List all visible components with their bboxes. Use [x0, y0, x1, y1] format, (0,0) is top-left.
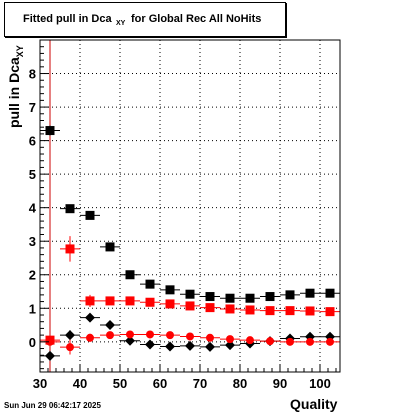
data-point-square	[325, 307, 335, 317]
y-tick-label: 5	[29, 167, 36, 182]
data-point-diamond	[125, 335, 135, 346]
data-point-square	[125, 296, 135, 306]
data-point-square	[65, 244, 75, 254]
y-tick-label: 3	[29, 234, 36, 249]
chart-title-rest: for Global Rec All NoHits	[131, 13, 262, 25]
data-point-square	[285, 290, 295, 300]
y-axis-label-main: pull in Dca	[6, 57, 22, 128]
data-point-circle	[206, 333, 214, 342]
data-point-square	[205, 292, 215, 302]
data-point-square	[105, 296, 115, 306]
x-tick-label: 70	[193, 376, 207, 391]
data-point-circle	[106, 331, 114, 340]
data-point-circle	[306, 337, 314, 346]
data-point-circle	[326, 337, 334, 346]
data-point-square	[165, 285, 175, 295]
data-series	[40, 330, 340, 355]
data-point-circle	[66, 343, 74, 352]
data-point-square	[325, 288, 335, 298]
y-tick-label: 7	[29, 100, 36, 115]
data-point-circle	[126, 330, 134, 339]
y-tick-label: 8	[29, 67, 36, 82]
data-point-square	[85, 210, 95, 220]
data-point-square	[105, 242, 115, 252]
data-point-square	[145, 297, 155, 307]
data-point-square	[285, 306, 295, 316]
data-point-circle	[186, 332, 194, 341]
data-point-circle	[46, 337, 54, 346]
data-point-circle	[166, 331, 174, 340]
data-point-square	[85, 296, 95, 306]
data-point-square	[205, 303, 215, 313]
data-point-diamond	[225, 340, 235, 351]
x-tick-label: 90	[273, 376, 287, 391]
data-point-square	[265, 306, 275, 316]
data-point-diamond	[205, 341, 215, 352]
y-tick-label: 2	[29, 268, 36, 283]
grid-lines	[39, 40, 340, 372]
y-tick-label: 1	[29, 301, 36, 316]
data-point-circle	[246, 336, 254, 345]
data-point-square	[265, 292, 275, 302]
data-points	[40, 125, 340, 361]
data-point-diamond	[105, 320, 115, 331]
data-point-square	[245, 305, 255, 315]
data-point-square	[145, 279, 155, 289]
data-point-square	[65, 204, 75, 214]
tick-labels: 30 40 50 60 70 80 90 100 0 1 2 3 4 5 6 7 8	[29, 67, 331, 391]
chart-title-main: Fitted pull in Dca	[23, 13, 112, 25]
data-point-diamond	[45, 350, 55, 361]
x-axis-label: Quality	[290, 396, 338, 412]
data-point-circle	[86, 333, 94, 342]
data-point-square	[165, 299, 175, 309]
chart-title-box: Fitted pull in Dca XY for Global Rec All…	[4, 2, 286, 37]
data-point-diamond	[145, 339, 155, 350]
data-point-circle	[226, 335, 234, 344]
x-tick-label: 30	[33, 376, 47, 391]
data-point-circle	[286, 337, 294, 346]
datestamp: Sun Jun 29 06:42:17 2025	[4, 401, 101, 410]
x-tick-label: 40	[73, 376, 87, 391]
data-point-square	[305, 288, 315, 298]
data-point-diamond	[65, 330, 75, 341]
x-tick-label: 60	[153, 376, 167, 391]
x-tick-label: 80	[233, 376, 247, 391]
data-point-square	[225, 293, 235, 303]
y-axis-label-subscript: XY	[15, 45, 25, 58]
data-point-square	[225, 304, 235, 314]
data-point-diamond	[185, 340, 195, 351]
data-point-square	[305, 306, 315, 316]
x-tick-label: 100	[309, 376, 331, 391]
data-point-diamond	[165, 341, 175, 352]
y-tick-label: 0	[29, 335, 36, 350]
data-point-square	[185, 289, 195, 299]
data-series	[40, 236, 340, 345]
data-point-circle	[146, 330, 154, 339]
data-series	[40, 125, 340, 303]
y-axis-label: pull in DcaXY	[6, 45, 25, 128]
data-point-square	[245, 293, 255, 303]
x-tick-label: 50	[113, 376, 127, 391]
plot-frame	[39, 39, 341, 373]
y-tick-label: 4	[29, 201, 37, 216]
data-point-diamond	[85, 312, 95, 323]
data-point-circle	[266, 337, 274, 346]
data-point-square	[185, 301, 195, 311]
data-point-square	[45, 126, 55, 136]
axis-ticks	[39, 46, 337, 372]
y-tick-label: 6	[29, 134, 36, 149]
data-point-square	[125, 270, 135, 280]
chart-title-subscript: XY	[116, 20, 126, 27]
